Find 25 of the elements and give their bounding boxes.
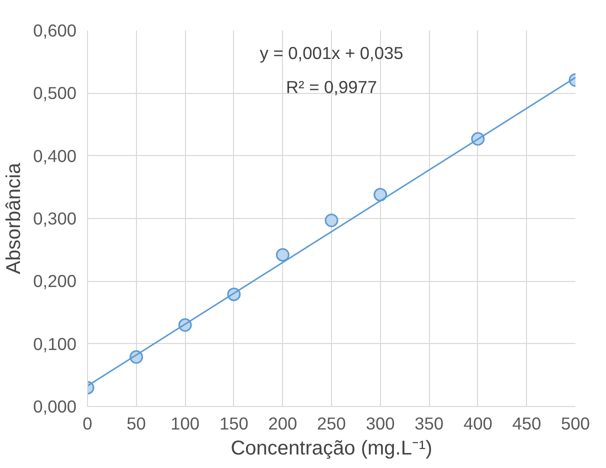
x-tick-label: 450 [512,414,542,434]
x-tick-label: 500 [561,414,590,434]
y-axis-title: Absorbância [3,162,26,274]
x-tick-label: 0 [82,414,92,434]
x-tick-label: 400 [463,414,492,434]
point [324,214,338,228]
point [276,248,290,262]
x-tick-label: 350 [414,414,444,434]
point [374,188,388,202]
y-tick-label: 0,000 [33,396,77,416]
x-tick-label: 300 [366,414,395,434]
x-tick-label: 200 [268,414,298,434]
x-axis-title: Concentração (mg.L⁻¹) [230,438,432,460]
y-tick-label: 0,100 [33,334,77,354]
y-tick-label: 0,300 [33,208,77,228]
y-tick-label: 0,200 [33,271,77,292]
x-tick-label: 100 [170,414,200,434]
annotation: y = 0,001x + 0,035 [260,43,404,64]
x-tick-label: 250 [317,414,346,434]
x-tick-label: 50 [126,414,146,434]
y-tick-label: 0,600 [33,20,77,40]
y-tick-label: 0,500 [33,83,77,104]
x-tick-label: 150 [219,414,248,434]
annotation: R² = 0,9977 [286,76,378,97]
y-tick-label: 0,400 [33,146,77,166]
